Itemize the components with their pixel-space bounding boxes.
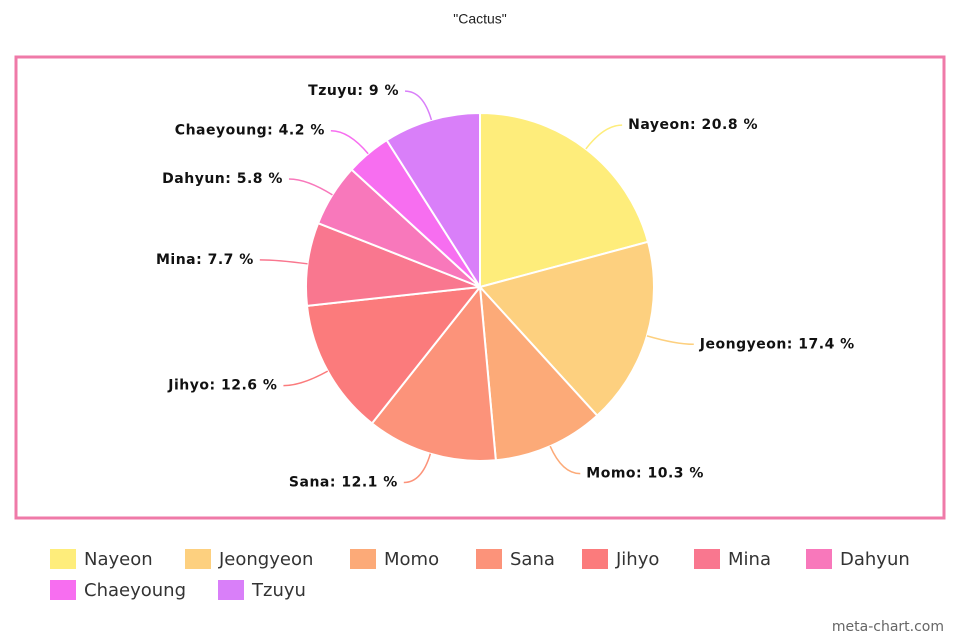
data-label: Sana: 12.1 % <box>289 475 398 491</box>
legend-label: Mina <box>728 549 771 570</box>
legend-label: Chaeyoung <box>84 580 186 601</box>
pie-slice <box>479 111 650 289</box>
leader-line <box>288 178 333 196</box>
legend-label: Jihyo <box>615 549 659 570</box>
leader-line <box>585 124 623 150</box>
legend-swatch <box>218 580 244 600</box>
data-label: Jeongyeon: 17.4 % <box>699 336 855 352</box>
watermark: meta-chart.com <box>832 619 944 635</box>
legend-swatch <box>806 549 832 569</box>
pie-slice <box>370 284 497 462</box>
legend-swatch <box>185 549 211 569</box>
data-label: Tzuyu: 9 % <box>308 83 399 99</box>
data-label: Dahyun: 5.8 % <box>162 171 283 187</box>
legend-swatch <box>50 549 76 569</box>
pie-slice <box>478 284 599 462</box>
leader-line <box>404 90 433 121</box>
legend-swatch <box>350 549 376 569</box>
data-label: Jihyo: 12.6 % <box>167 378 277 394</box>
data-label: Mina: 7.7 % <box>156 252 254 268</box>
legend-label: Dahyun <box>840 549 910 570</box>
legend-label: Jeongyeon <box>218 549 313 570</box>
legend-swatch <box>582 549 608 569</box>
legend-label: Momo <box>384 549 439 570</box>
leader-line <box>549 445 581 475</box>
legend-label: Sana <box>510 549 555 570</box>
legend-swatch <box>50 580 76 600</box>
leader-line <box>646 335 694 346</box>
legend-swatch <box>476 549 502 569</box>
legend-swatch <box>694 549 720 569</box>
pie-slice <box>305 285 483 425</box>
data-label: Nayeon: 20.8 % <box>628 117 758 133</box>
leader-line <box>283 370 329 387</box>
data-label: Chaeyoung: 4.2 % <box>175 123 325 139</box>
legend-label: Nayeon <box>84 549 153 570</box>
legend-label: Tzuyu <box>251 580 306 601</box>
leader-line <box>330 129 369 155</box>
pie-slice <box>385 111 481 291</box>
leader-line <box>259 259 308 265</box>
chart-title: "Cactus" <box>453 11 507 27</box>
leader-line <box>403 453 432 484</box>
plot-frame <box>14 55 946 520</box>
data-label: Momo: 10.3 % <box>586 466 704 482</box>
